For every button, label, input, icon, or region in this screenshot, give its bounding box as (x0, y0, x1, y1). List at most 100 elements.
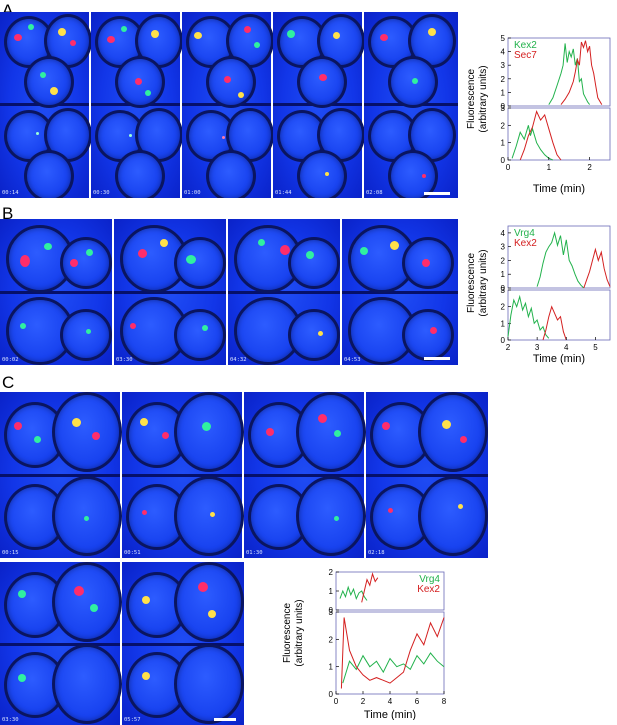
micrograph-strip-b: 00:02 03:30 04:32 (0, 219, 458, 365)
frame-b3: 04:32 (228, 219, 342, 365)
scale-bar (214, 718, 236, 721)
timestamp: 00:51 (124, 550, 141, 556)
frame-b4: 04:53 (342, 219, 458, 365)
y-axis-label: Fluorescence (466, 253, 477, 313)
frame-c5: 03:30 (0, 562, 122, 725)
y-tick-label: 3 (501, 286, 506, 295)
series-line-kex2 (542, 305, 567, 341)
y-tick-label: 0 (329, 690, 334, 699)
frame-a1: 00:14 (0, 12, 91, 198)
plot-frame (335, 611, 445, 695)
frame-c6: 05:57 (122, 562, 244, 725)
y-tick-label: 4 (501, 48, 506, 57)
timestamp: 04:53 (344, 357, 361, 363)
y-tick-label: 2 (329, 568, 334, 577)
x-tick-label: 2 (506, 343, 511, 352)
timestamp: 03:30 (2, 717, 19, 723)
y-tick-label: 1 (329, 587, 334, 596)
frame-b2: 03:30 (114, 219, 228, 365)
x-tick-label: 2 (587, 163, 592, 172)
timestamp: 03:30 (116, 357, 133, 363)
legend-entry: Kex2 (514, 238, 537, 249)
timestamp: 04:32 (230, 357, 247, 363)
micrograph-strip-c2: 03:30 05:57 (0, 562, 244, 725)
series-line-kex2 (340, 617, 445, 689)
y-tick-label: 3 (501, 104, 506, 113)
panel-label-a: A (2, 1, 14, 20)
y-tick-label: 0 (501, 336, 506, 345)
x-axis-label: Time (min) (533, 353, 585, 365)
series-line-sec7 (560, 40, 603, 105)
y-tick-label: 1 (329, 663, 334, 672)
x-tick-label: 4 (564, 343, 569, 352)
timestamp: 05:57 (124, 717, 141, 723)
series-line-kex2 (361, 572, 379, 603)
scale-bar (424, 357, 450, 360)
panel-label-c: C (2, 373, 15, 392)
y-tick-label: 3 (501, 61, 506, 70)
plot-frame (507, 37, 611, 107)
y-tick-label: 3 (501, 243, 506, 252)
legend-entry: Vrg4 (514, 228, 535, 239)
y-tick-label: 2 (329, 635, 334, 644)
panel-label-b: B (2, 204, 14, 223)
timestamp: 00:02 (2, 357, 19, 363)
timestamp: 02:08 (366, 190, 383, 196)
frame-c1: 00:15 (0, 392, 122, 558)
timestamp: 01:00 (184, 190, 201, 196)
x-tick-label: 1 (547, 163, 552, 172)
y-tick-label: 0 (501, 156, 506, 165)
scale-bar (424, 192, 450, 195)
y-axis-label: Fluorescence (466, 69, 477, 129)
legend-entry: Vrg4 (419, 574, 440, 585)
legend-entry: Sec7 (514, 50, 537, 61)
y-tick-label: 2 (501, 256, 506, 265)
micrograph-strip-a: 00:14 00:30 01:00 (0, 12, 458, 198)
frame-c4: 02:18 (366, 392, 488, 558)
y-tick-label: 1 (501, 139, 506, 148)
timestamp: 02:18 (368, 550, 385, 556)
frame-c2: 00:51 (122, 392, 244, 558)
legend-entry: Kex2 (514, 40, 537, 51)
series-line-vrg4 (342, 652, 445, 684)
plot-frame (507, 107, 611, 161)
y-tick-label: 5 (501, 34, 506, 43)
series-line-vrg4 (339, 585, 368, 601)
y-tick-label: 4 (501, 229, 506, 238)
series-line-kex2 (548, 43, 591, 105)
y-tick-label: 1 (501, 88, 506, 97)
y-tick-label: 2 (501, 303, 506, 312)
y-axis-label: (arbitrary units) (478, 65, 489, 132)
y-tick-label: 3 (329, 608, 334, 617)
frame-a3: 01:00 (182, 12, 273, 198)
frame-b1: 00:02 (0, 219, 114, 365)
x-tick-label: 8 (442, 697, 447, 706)
x-tick-label: 5 (593, 343, 598, 352)
legend-entry: Kex2 (417, 584, 440, 595)
chart-a: 0 1 2 3 4 5 Kex2 Sec7 0 1 2 3 0 1 2 Time (min) Fluoresce… (464, 30, 614, 200)
x-tick-label: 3 (535, 343, 540, 352)
frame-a5: 02:08 (364, 12, 458, 198)
y-axis-label: Fluorescence (282, 603, 293, 663)
x-tick-label: 6 (415, 697, 420, 706)
x-tick-label: 0 (506, 163, 511, 172)
chart-c: 0 1 2 Vrg4 Kex2 0 1 2 3 0 2 4 6 8 Time (min) Fluorescen… (280, 568, 448, 721)
y-tick-label: 0 (501, 284, 506, 293)
y-tick-label: 2 (501, 121, 506, 130)
chart-b: 0 1 2 3 4 Vrg4 Kex2 0 1 2 3 2 3 4 5 Time (min) Fluoresce… (464, 222, 614, 367)
series-line-vrg4 (507, 294, 550, 339)
plot-frame (507, 289, 611, 341)
frame-a2: 00:30 (91, 12, 182, 198)
y-tick-label: 1 (501, 319, 506, 328)
y-axis-label: (arbitrary units) (478, 249, 489, 316)
series-line-vrg4 (536, 230, 585, 289)
x-axis-label: Time (min) (533, 183, 585, 195)
micrograph-strip-c1: 00:15 00:51 01:30 (0, 392, 488, 558)
x-axis-label: Time (min) (364, 709, 416, 720)
series-line-sec7 (519, 110, 562, 161)
frame-a4: 01:44 (273, 12, 364, 198)
x-tick-label: 4 (388, 697, 393, 706)
